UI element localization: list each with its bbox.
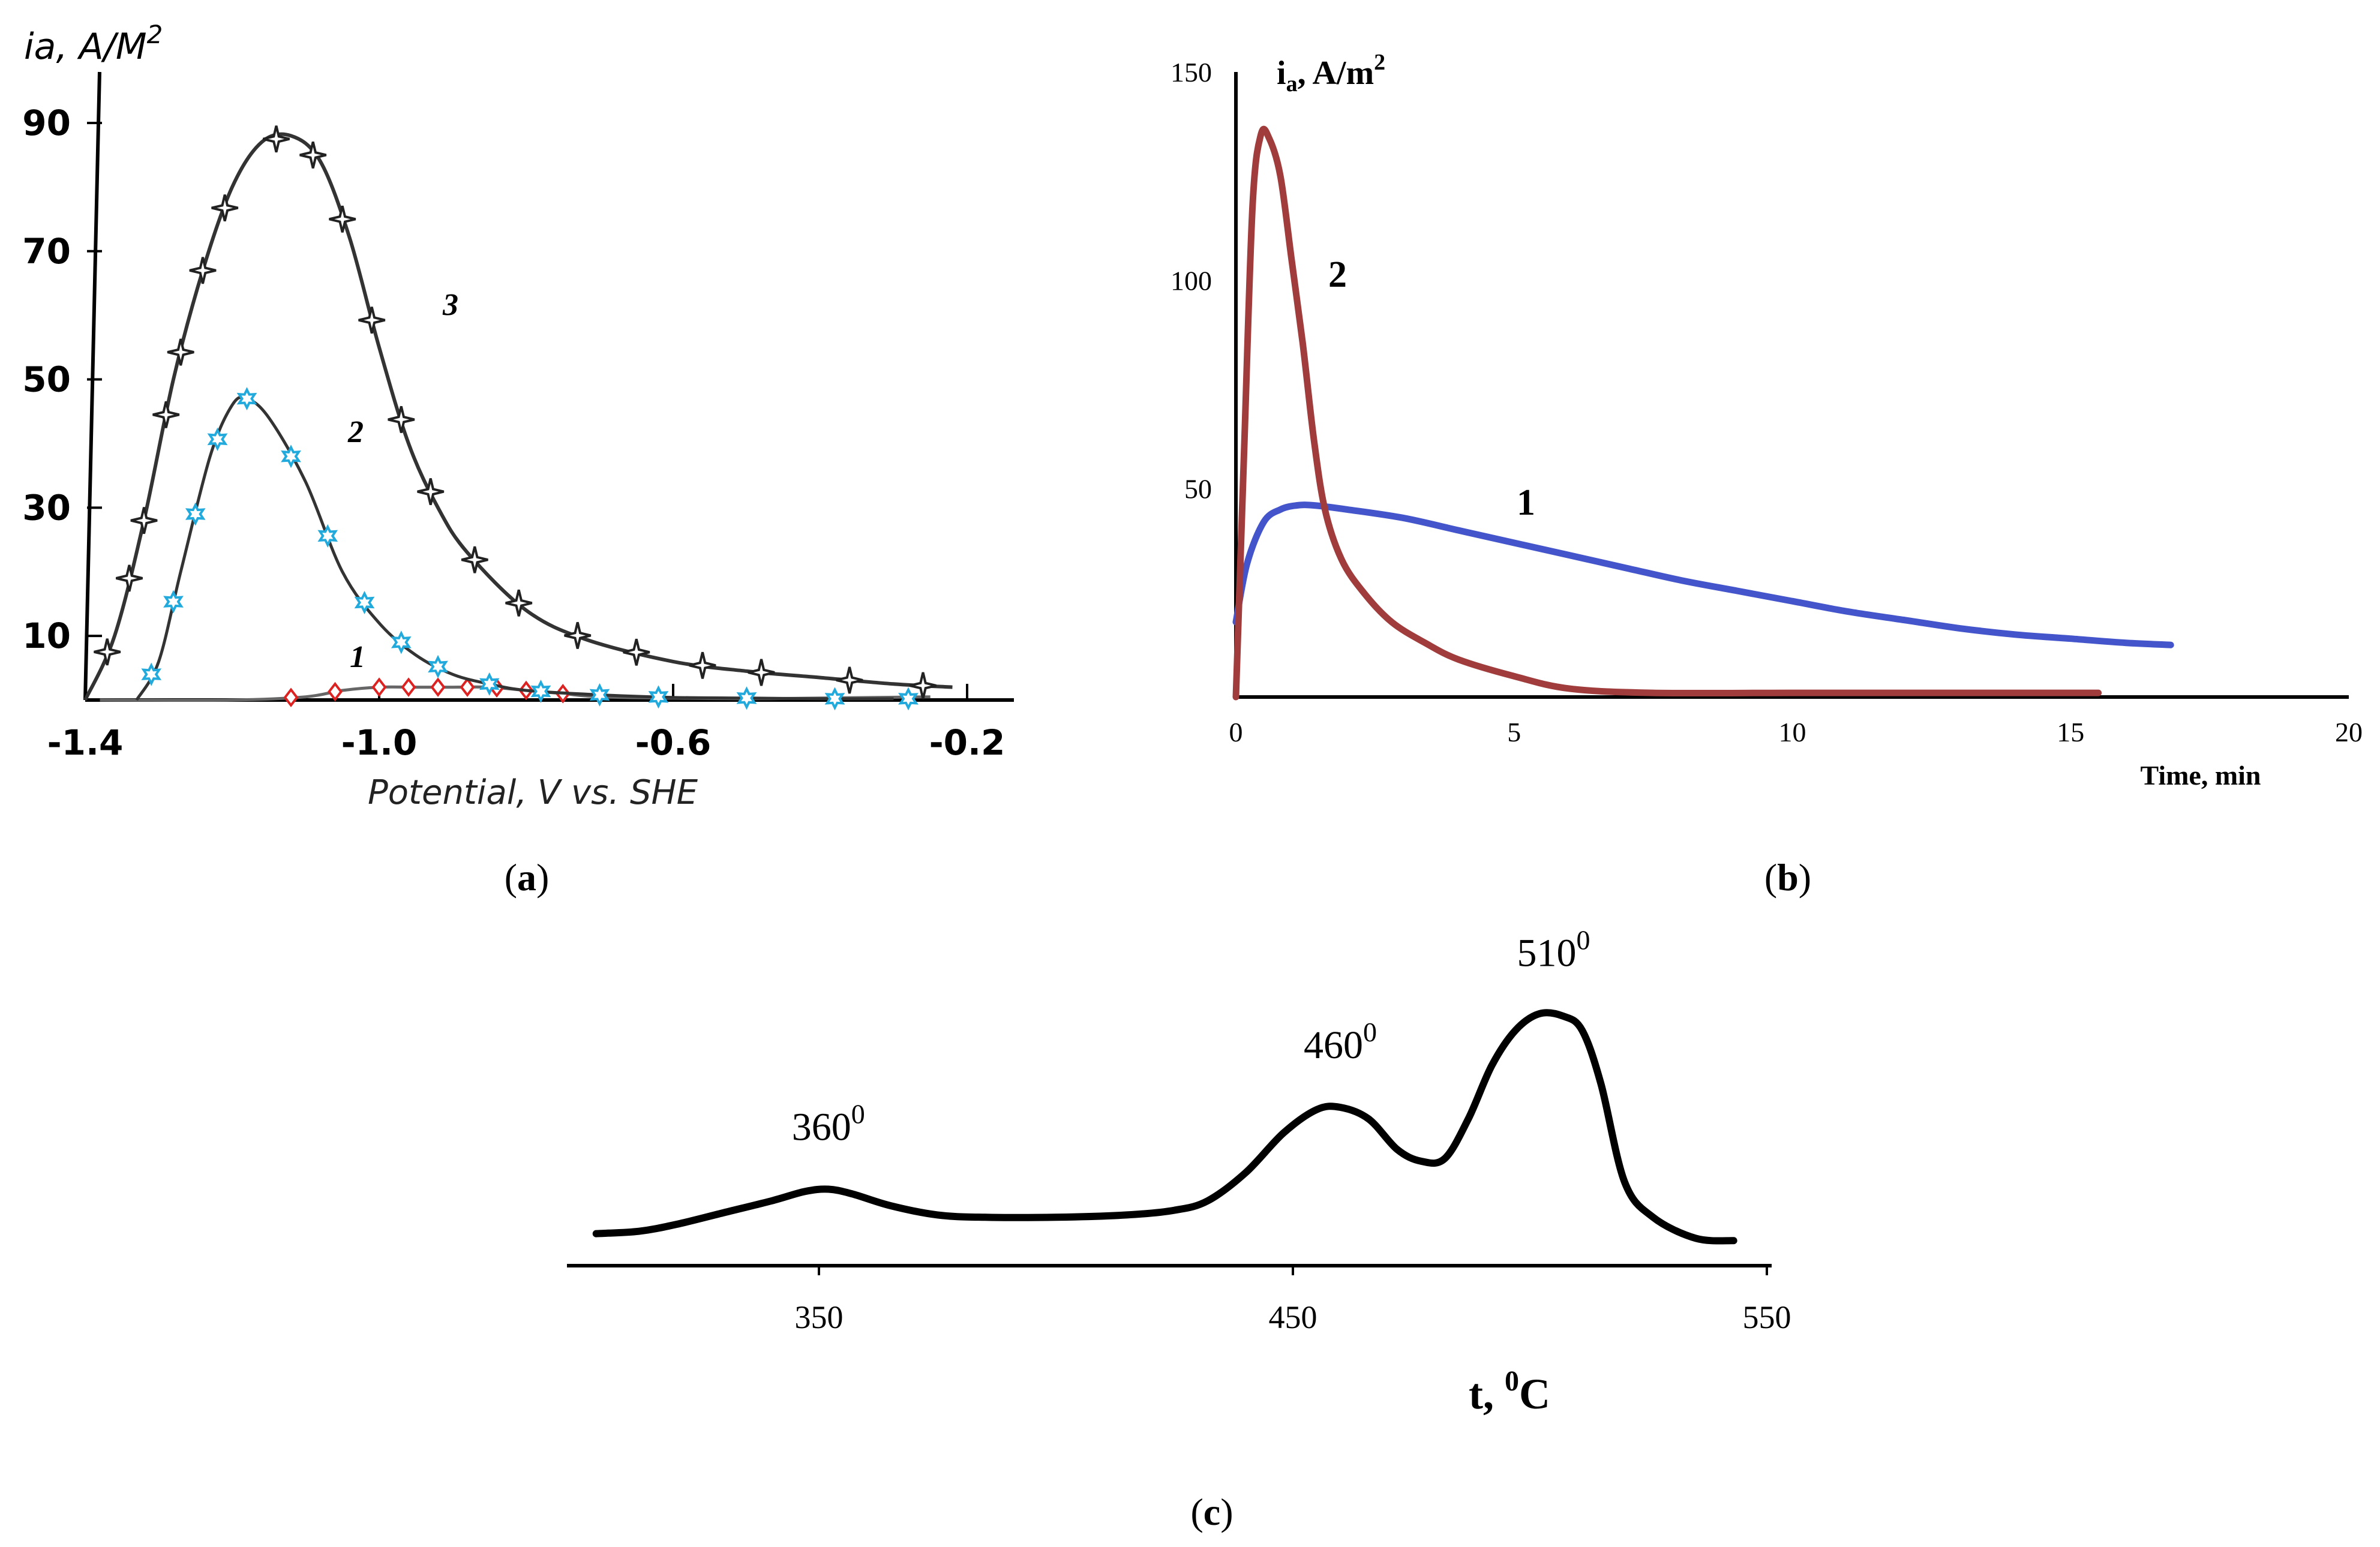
panel-a-ylabel: ia, A/M2	[24, 20, 163, 68]
panel-b-y-tick-label: 100	[1171, 265, 1212, 296]
panel-a-y-tick-label: 30	[22, 487, 71, 528]
panel-a-curve-3-marker	[299, 141, 327, 169]
panel-b-curve-2-label: 2	[1328, 254, 1347, 295]
panel-c-xlabel: t, 0C	[1469, 1365, 1550, 1418]
panel-b: 0 5 10 15 20 150 100 50 ia, A/m2 Time, min 2 1…	[1171, 50, 2363, 899]
panel-a-curve-3-marker	[152, 401, 180, 428]
panel-b-x-tick-label: 0	[1229, 717, 1243, 747]
panel-a-curve-1-marker	[430, 677, 446, 697]
panel-a: -1.4 -1.0 -0.6 -0.2 90 70 50 30 10 ia, A/M2 Pot…	[22, 20, 1014, 899]
panel-a-curve-3-marker	[836, 666, 863, 694]
panel-a-curve-3-marker	[329, 205, 356, 233]
panel-a-curve-1-marker	[460, 677, 475, 697]
panel-a-curve-1-marker	[283, 687, 299, 708]
panel-a-curve-3-marker	[461, 546, 488, 573]
panel-a-curve-3	[83, 132, 953, 701]
panel-a-curve-3-marker	[116, 564, 143, 592]
panel-a-curve-3-marker	[748, 659, 775, 686]
panel-b-y-tick-label: 150	[1171, 57, 1212, 88]
panel-a-x-tick-label: -0.2	[929, 722, 1006, 763]
panel-b-xlabel: Time, min	[2140, 760, 2261, 791]
panel-a-curve-2-marker	[236, 387, 257, 411]
panel-a-curve-2-marker	[824, 687, 845, 711]
panel-c: 350 450 550 3600 4600 5100 t, 0C (c)	[567, 924, 1791, 1533]
panel-a-curve-2-marker	[141, 662, 162, 686]
panel-a-curve-3-marker	[689, 651, 716, 679]
panel-a-curve-3-marker	[130, 507, 158, 534]
panel-a-curve-3-marker	[263, 125, 290, 153]
panel-b-curve-1-label: 1	[1517, 482, 1535, 523]
panel-a-curve-3-label: 3	[442, 288, 458, 322]
panel-b-x-tick-label: 20	[2335, 717, 2363, 747]
panel-a-curve-3-marker	[417, 478, 445, 506]
panel-a-curve-3-marker	[211, 194, 239, 222]
panel-a-curve-3-marker	[388, 405, 415, 433]
panel-c-peak-label: 4600	[1304, 1017, 1377, 1067]
panel-a-curve-1-marker	[327, 681, 343, 702]
panel-a-curve-2-marker	[648, 685, 669, 709]
panel-a-curve-2-marker	[391, 630, 412, 654]
panel-a-y-tick-label: 90	[22, 103, 71, 143]
panel-a-curve-2-marker	[898, 687, 919, 711]
panel-a-curve-2-marker	[589, 683, 610, 707]
panel-a-y-tick-label: 10	[22, 615, 71, 656]
panel-a-caption: (a)	[505, 856, 550, 899]
panel-b-x-tick-label: 15	[2057, 717, 2084, 747]
panel-a-curve-3-marker	[358, 307, 386, 334]
panel-a-y-tick-label: 50	[22, 359, 71, 400]
panel-c-x-tick-label: 350	[795, 1299, 844, 1335]
panel-b-y-tick-label: 50	[1184, 474, 1212, 504]
panel-c-peak-label: 3600	[792, 1099, 865, 1149]
panel-a-xlabel: Potential, V vs. SHE	[368, 773, 698, 812]
panel-a-curve-2-marker	[736, 686, 757, 710]
panel-a-curve-2-marker	[317, 524, 338, 548]
panel-a-x-tick-label: -0.6	[635, 722, 712, 763]
panel-a-curve-3-marker	[910, 672, 937, 699]
panel-a-curve-2-marker	[530, 680, 551, 704]
panel-a-curve-3-marker	[505, 589, 533, 617]
panel-b-x-tick-label: 10	[1779, 717, 1806, 747]
panel-a-curve-2	[135, 395, 894, 701]
panel-c-caption: (c)	[1190, 1491, 1233, 1533]
panel-b-ylabel: ia, A/m2	[1277, 50, 1385, 97]
panel-b-x-tick-label: 5	[1507, 717, 1521, 747]
panel-a-curve-1-marker	[371, 677, 387, 697]
panel-a-y-tick-label: 70	[22, 231, 71, 272]
panel-a-curve-2-marker	[479, 672, 500, 696]
panel-a-curve-3-marker	[189, 257, 217, 284]
panel-c-x-tick-label: 550	[1743, 1299, 1791, 1335]
panel-c-x-tick-label: 450	[1269, 1299, 1317, 1335]
panel-a-curve-3-marker	[94, 638, 121, 666]
panel-a-curve-2-marker	[428, 654, 448, 678]
panel-a-curve-1-marker	[401, 677, 416, 697]
panel-b-curve-2	[1232, 125, 2102, 701]
panel-a-curve-2-marker	[185, 502, 206, 526]
panel-b-caption: (b)	[1764, 856, 1811, 899]
panel-c-peak-label: 5100	[1517, 924, 1590, 975]
panel-a-curve-3-marker	[564, 621, 592, 649]
panel-a-y-axis	[83, 71, 101, 701]
panel-a-curve-2-marker	[281, 444, 301, 468]
panel-a-curve-1-label: 1	[350, 640, 365, 674]
panel-a-curve-2-marker	[163, 590, 184, 614]
panel-a-x-tick-label: -1.0	[341, 722, 418, 763]
panel-b-curve-1	[1232, 501, 2174, 648]
panel-a-x-tick-label: -1.4	[47, 722, 124, 763]
panel-a-curve-2-marker	[207, 427, 228, 451]
panel-a-curve-2-label: 2	[347, 415, 364, 449]
panel-c-curve	[592, 1009, 1737, 1245]
panel-a-curve-3-marker	[167, 338, 194, 366]
panel-a-curve-2-marker	[354, 590, 375, 614]
panel-a-curve-3-marker	[623, 638, 650, 666]
